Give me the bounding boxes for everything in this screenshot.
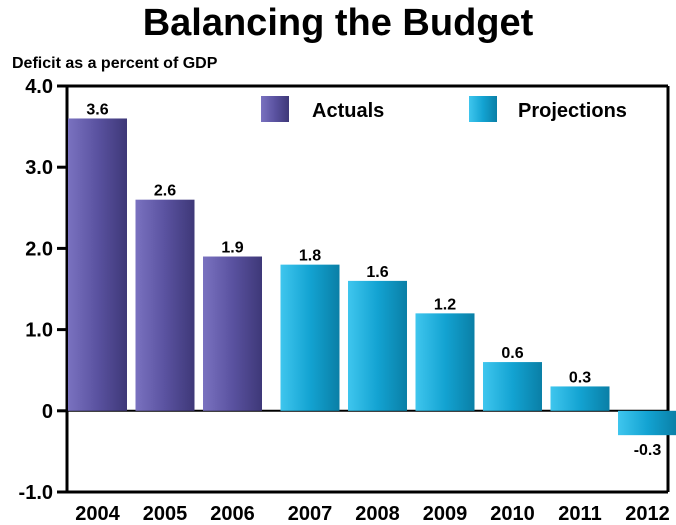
bar-2004 xyxy=(68,118,127,411)
y-tick-label: 2.0 xyxy=(25,238,53,260)
y-tick-label: 1.0 xyxy=(25,320,53,342)
data-label-2011: 0.3 xyxy=(569,369,591,386)
x-tick-label-2007: 2007 xyxy=(288,503,333,525)
data-label-2004: 3.6 xyxy=(86,101,108,118)
y-tick-label: -1.0 xyxy=(19,482,53,504)
bar-2005 xyxy=(135,199,195,411)
bar-2009 xyxy=(415,313,475,411)
x-tick-label-2009: 2009 xyxy=(423,503,468,525)
y-tick-label: 0 xyxy=(42,401,53,423)
x-tick-label-2011: 2011 xyxy=(558,503,601,525)
x-tick-label-2005: 2005 xyxy=(143,503,188,525)
x-tick-label-2008: 2008 xyxy=(355,503,400,525)
x-tick-label-2012: 2012 xyxy=(625,503,670,525)
y-tick-label: 3.0 xyxy=(25,157,53,179)
bar-2012 xyxy=(618,410,676,436)
bar-2011 xyxy=(550,386,610,411)
data-label-2009: 1.2 xyxy=(434,296,456,313)
bar-2007 xyxy=(280,264,340,411)
data-label-2008: 1.6 xyxy=(366,264,388,281)
legend-label-actuals: Actuals xyxy=(312,100,384,122)
bar-2006 xyxy=(203,256,262,411)
bar-2008 xyxy=(348,280,407,411)
data-label-2006: 1.9 xyxy=(221,240,243,257)
bar-2010 xyxy=(483,362,542,411)
data-label-2007: 1.8 xyxy=(299,248,321,265)
y-axis-label: Deficit as a percent of GDP xyxy=(12,55,218,72)
x-tick-label-2006: 2006 xyxy=(210,503,255,525)
data-label-2010: 0.6 xyxy=(501,345,523,362)
x-tick-label-2004: 2004 xyxy=(75,503,120,525)
legend-swatch-actuals xyxy=(261,96,289,122)
y-tick-label: 4.0 xyxy=(25,76,53,98)
legend-swatch-projections xyxy=(469,96,497,122)
chart-title: Balancing the Budget xyxy=(142,2,534,44)
data-label-2012: -0.3 xyxy=(634,442,662,459)
x-tick-label-2010: 2010 xyxy=(490,503,535,525)
legend-label-projections: Projections xyxy=(518,100,627,122)
data-label-2005: 2.6 xyxy=(154,183,176,200)
